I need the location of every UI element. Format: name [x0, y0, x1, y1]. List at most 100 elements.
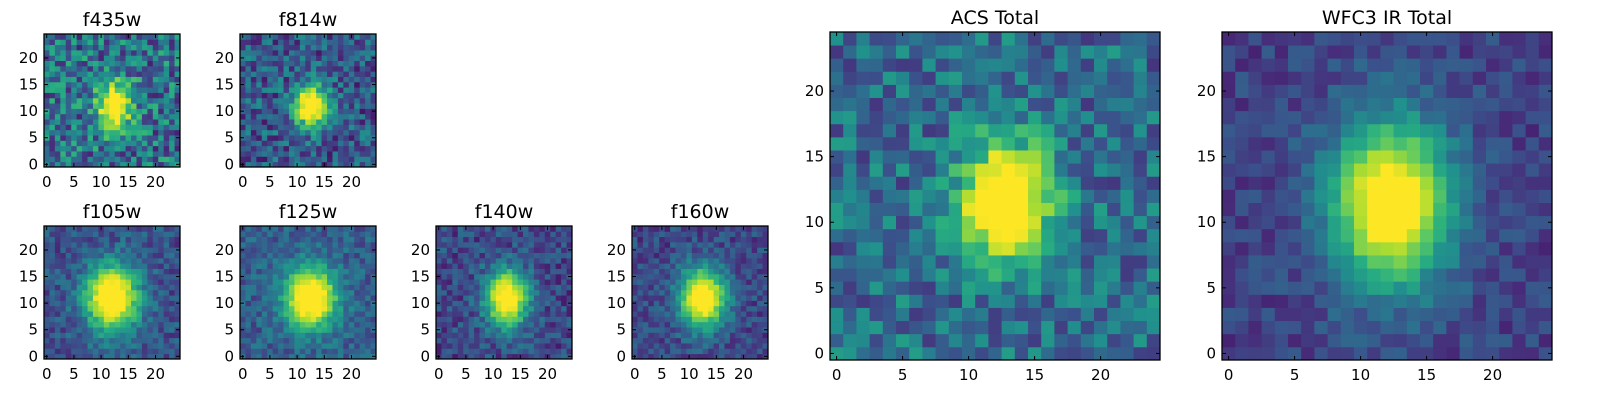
pixel-cell	[288, 327, 295, 333]
pixel-cell	[174, 87, 181, 93]
pixel-cell	[250, 44, 257, 51]
pixel-cell	[267, 65, 274, 72]
pixel-cell	[909, 189, 923, 203]
pixel-cell	[49, 76, 56, 83]
pixel-cell	[71, 231, 78, 238]
pixel-cell	[305, 231, 312, 238]
pixel-cell	[697, 226, 704, 232]
pixel-cell	[495, 241, 502, 248]
pixel-cell	[327, 108, 333, 115]
pixel-cell	[256, 236, 263, 243]
pixel-cell	[337, 113, 344, 120]
pixel-cell	[71, 327, 78, 333]
pixel-cell	[278, 108, 284, 115]
pixel-cell	[250, 353, 257, 360]
pixel-cell	[533, 332, 540, 339]
pixel-cell	[288, 151, 295, 157]
pixel-cell	[713, 289, 720, 296]
pixel-cell	[948, 58, 963, 72]
pixel-cell	[1014, 268, 1029, 282]
pixel-cell	[44, 263, 50, 269]
pixel-cell	[561, 252, 567, 259]
pixel-cell	[495, 263, 502, 269]
pixel-cell	[158, 135, 165, 141]
pixel-cell	[65, 305, 72, 312]
pixel-cell	[54, 119, 61, 125]
pixel-cell	[71, 76, 78, 83]
pixel-cell	[869, 202, 884, 217]
pixel-cell	[1380, 255, 1394, 269]
pixel-cell	[114, 279, 121, 285]
pixel-cell	[370, 145, 377, 152]
pixel-cell	[60, 87, 67, 93]
pixel-cell	[1120, 294, 1134, 308]
pixel-cell	[49, 343, 56, 349]
pixel-cell	[1028, 150, 1042, 164]
pixel-cell	[1327, 215, 1342, 230]
y-tick-label: 15	[19, 268, 38, 286]
pixel-cell	[1354, 294, 1368, 308]
pixel-cell	[174, 39, 181, 46]
pixel-cell	[1014, 294, 1029, 308]
pixel-cell	[294, 108, 301, 115]
pixel-cell	[457, 316, 464, 323]
pixel-cell	[332, 337, 339, 344]
pixel-cell	[321, 129, 328, 136]
pixel-cell	[98, 337, 105, 344]
pixel-cell	[896, 320, 910, 335]
pixel-cell	[332, 76, 339, 83]
pixel-cell	[65, 348, 72, 355]
pixel-cell	[757, 327, 763, 333]
pixel-cell	[327, 156, 333, 163]
pixel-cell	[76, 161, 83, 168]
pixel-cell	[1340, 150, 1355, 164]
pixel-cell	[299, 241, 306, 248]
pixel-cell	[501, 257, 508, 264]
pixel-cell	[697, 300, 704, 307]
pixel-cell	[463, 231, 470, 238]
pixel-cell	[267, 316, 274, 323]
pixel-cell	[299, 124, 306, 131]
pixel-cell	[152, 135, 159, 141]
pixel-cell	[675, 295, 682, 301]
pixel-cell	[65, 124, 72, 131]
pixel-cell	[751, 316, 758, 323]
pixel-cell	[1512, 255, 1526, 269]
pixel-cell	[354, 124, 361, 131]
pixel-cell	[305, 135, 312, 141]
pixel-cell	[708, 241, 714, 248]
pixel-cell	[762, 231, 769, 238]
pixel-cell	[163, 103, 170, 109]
pixel-cell	[642, 327, 649, 333]
pixel-cell	[305, 284, 312, 291]
pixel-cell	[680, 226, 687, 232]
pixel-cell	[44, 348, 50, 355]
pixel-cell	[691, 327, 698, 333]
pixel-cell	[637, 295, 644, 301]
pixel-cell	[757, 316, 763, 323]
pixel-cell	[76, 321, 83, 328]
pixel-cell	[686, 332, 693, 339]
pixel-cell	[261, 332, 268, 339]
pixel-cell	[724, 263, 731, 269]
pixel-cell	[348, 119, 355, 125]
pixel-cell	[533, 268, 540, 275]
pixel-cell	[452, 327, 459, 333]
pixel-cell	[256, 49, 263, 56]
pixel-cell	[147, 145, 154, 152]
pixel-cell	[354, 353, 361, 360]
y-tick-label: 15	[215, 268, 234, 286]
pixel-cell	[272, 129, 279, 136]
pixel-cell	[337, 49, 344, 56]
pixel-cell	[463, 348, 470, 355]
pixel-cell	[484, 279, 491, 285]
pixel-cell	[54, 321, 61, 328]
pixel-cell	[664, 241, 671, 248]
pixel-cell	[446, 268, 453, 275]
pixel-cell	[1094, 281, 1108, 295]
pixel-cell	[1080, 176, 1095, 190]
pixel-cell	[1041, 136, 1055, 151]
pixel-cell	[484, 289, 491, 296]
pixel-cell	[365, 87, 371, 93]
pixel-cell	[147, 252, 154, 259]
